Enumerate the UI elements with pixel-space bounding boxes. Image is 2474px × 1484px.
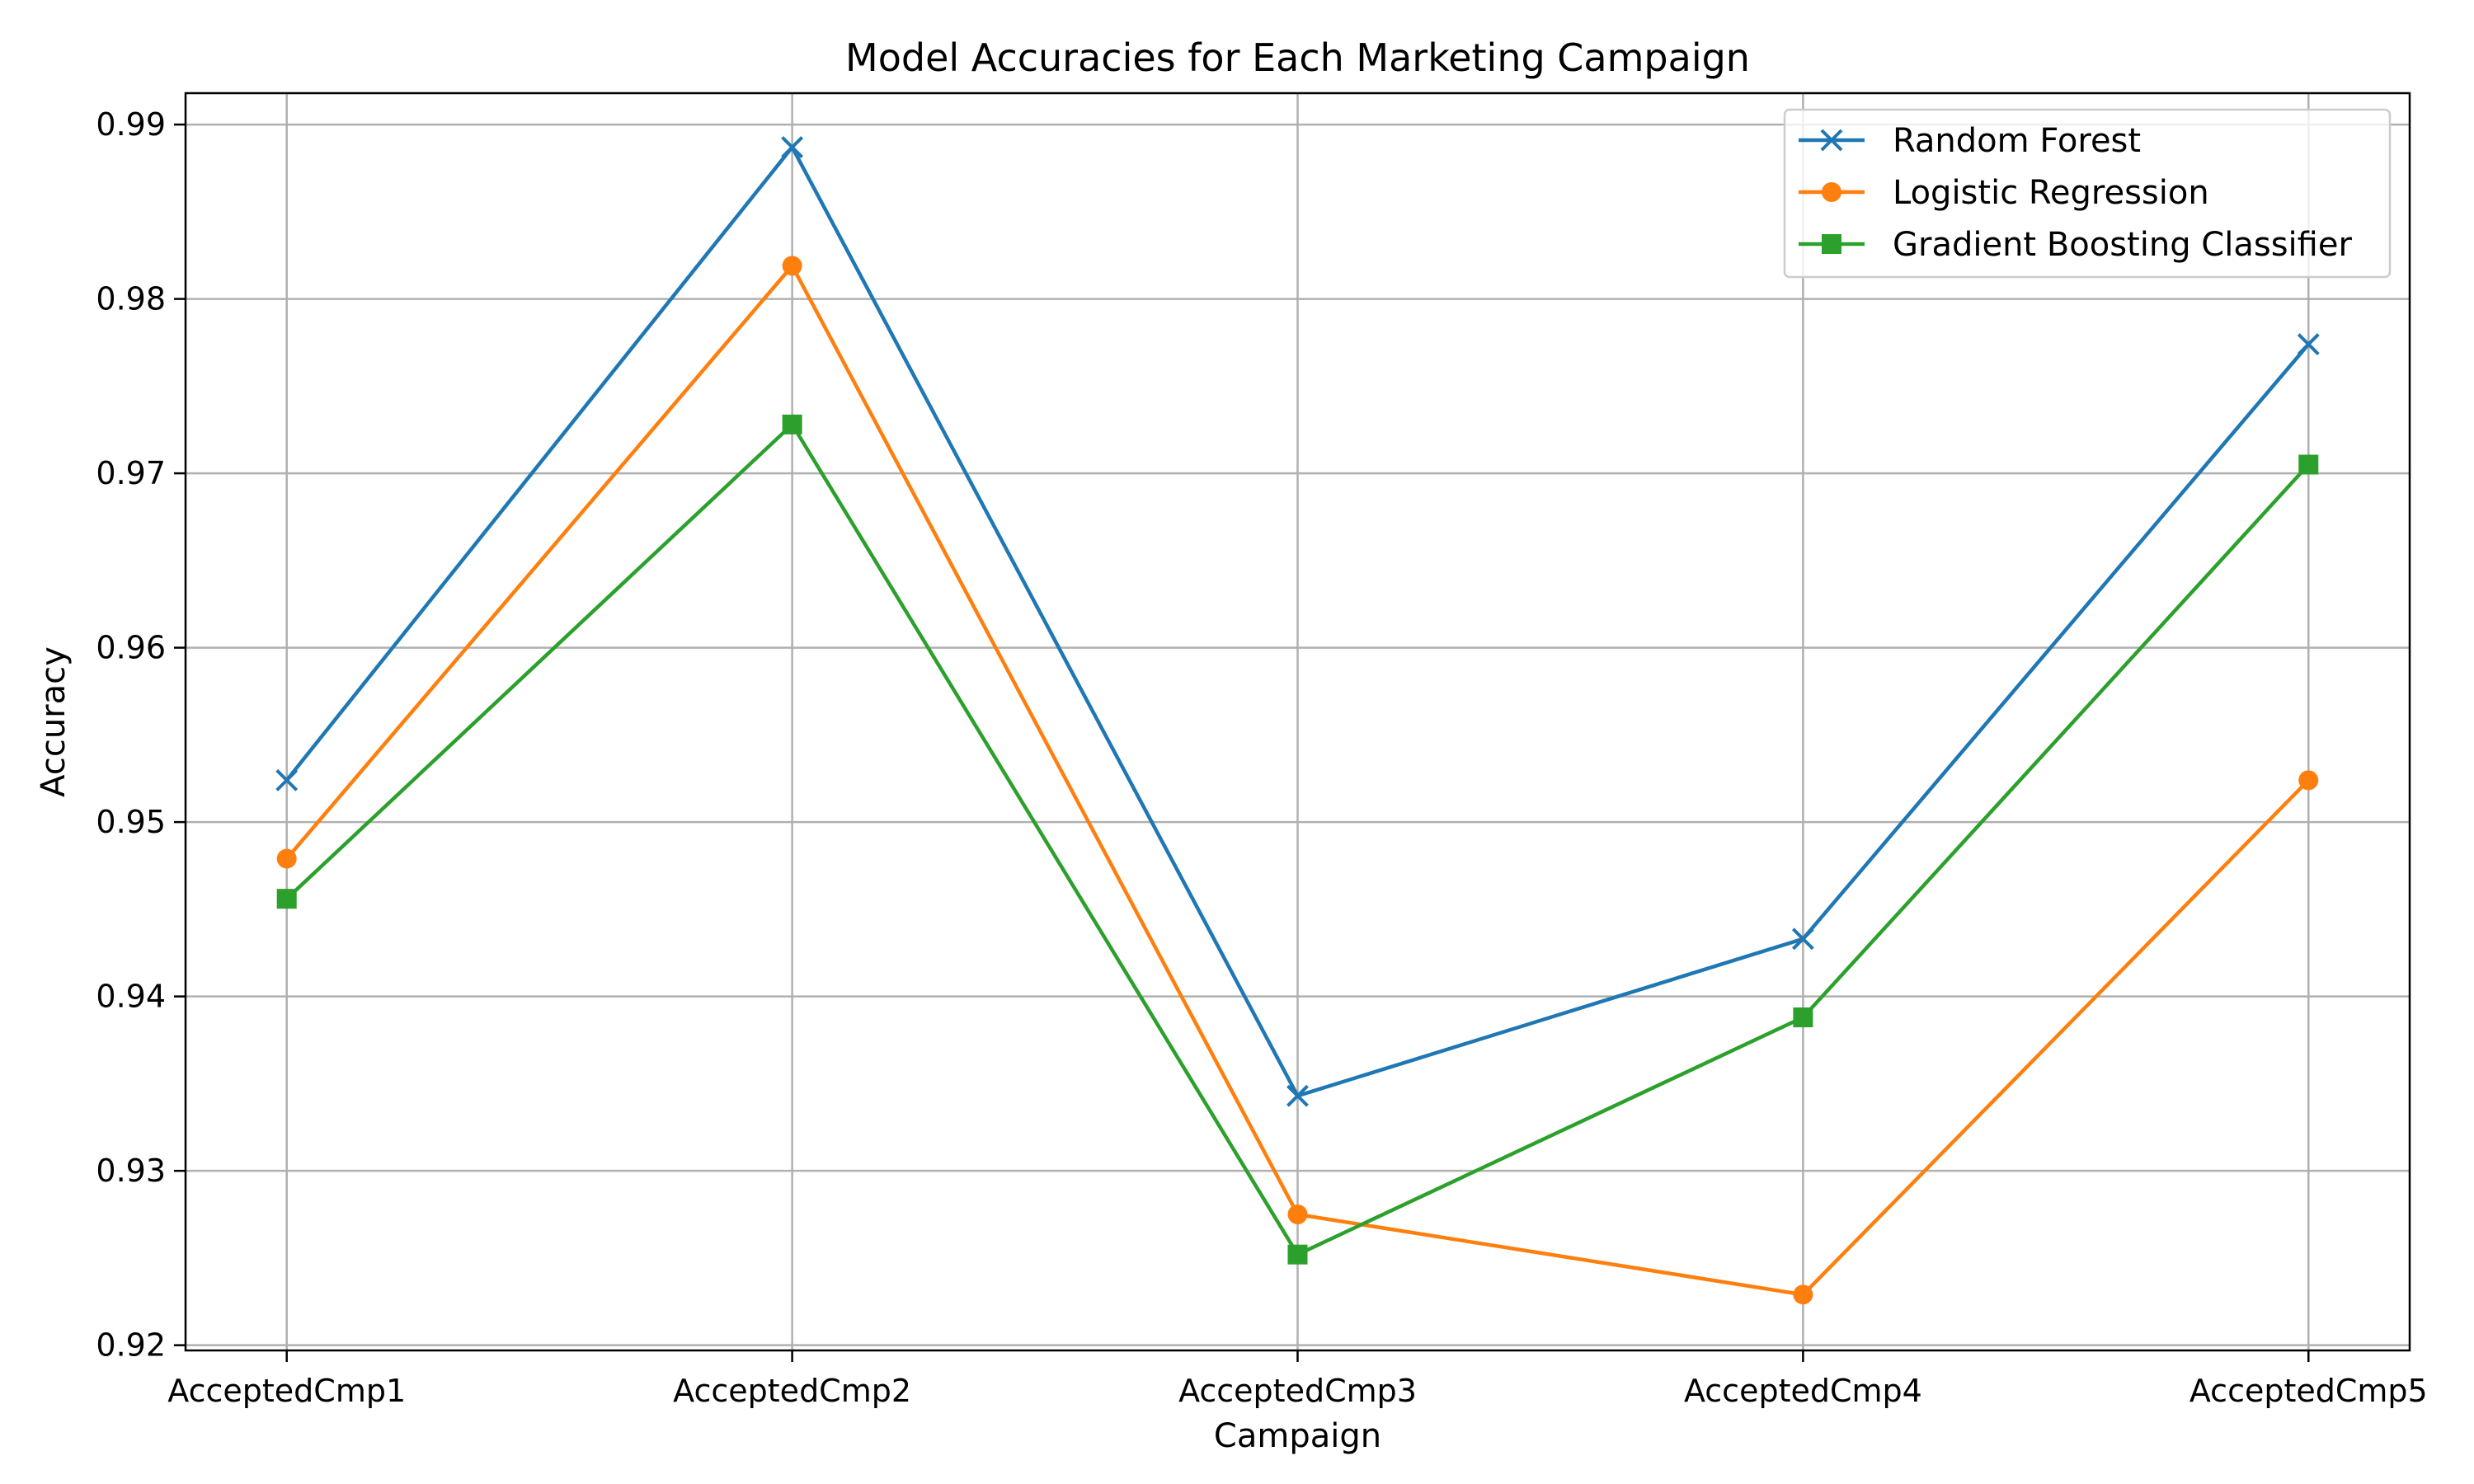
x-tick-label: AcceptedCmp5 <box>2189 1373 2428 1409</box>
legend-box <box>1783 108 2392 279</box>
x-tick-label: AcceptedCmp4 <box>1684 1373 1922 1409</box>
x-tick-label: AcceptedCmp3 <box>1178 1373 1417 1409</box>
legend-label: Logistic Regression <box>1893 174 2209 212</box>
data-point <box>276 889 297 909</box>
legend-label: Gradient Boosting Classifier <box>1893 226 2352 264</box>
x-axis-label: Campaign <box>1214 1417 1381 1455</box>
axis-ticks: AcceptedCmp1 AcceptedCmp2 AcceptedCmp3 Acce… <box>96 106 2427 1409</box>
data-point <box>2298 454 2319 475</box>
grid-lines <box>186 93 2410 1350</box>
data-point <box>782 256 802 276</box>
series-3 <box>276 414 2319 1265</box>
legend-item: Random Forest <box>1799 122 2141 160</box>
legend-label: Random Forest <box>1893 122 2141 160</box>
y-tick-label: 0.98 <box>96 281 166 317</box>
data-point <box>1791 928 1814 951</box>
data-point <box>1286 1084 1309 1107</box>
y-tick-label: 0.99 <box>96 106 166 143</box>
legend-item: Logistic Regression <box>1799 174 2209 212</box>
y-tick-label: 0.93 <box>96 1153 166 1189</box>
data-point <box>1793 1284 1813 1305</box>
series-lines <box>275 136 2320 1305</box>
data-point <box>1793 1007 1813 1028</box>
legend-item: Gradient Boosting Classifier <box>1799 226 2352 264</box>
data-point <box>2297 333 2320 355</box>
legend-marker <box>1822 182 1841 202</box>
data-point <box>276 848 297 869</box>
y-axis-label: Accuracy <box>35 646 73 797</box>
x-tick-label: AcceptedCmp1 <box>167 1373 406 1409</box>
data-point <box>1287 1244 1308 1265</box>
data-point <box>1287 1205 1308 1225</box>
x-tick-label: AcceptedCmp2 <box>673 1373 911 1409</box>
data-point <box>782 414 802 434</box>
y-tick-label: 0.92 <box>96 1327 166 1364</box>
y-tick-label: 0.95 <box>96 804 166 840</box>
data-point <box>275 768 299 791</box>
data-point <box>781 136 804 158</box>
y-tick-label: 0.96 <box>96 630 166 666</box>
data-point <box>2298 770 2319 791</box>
legend: Random Forest Logistic Regression Gradient… <box>1783 108 2392 279</box>
series-1 <box>275 136 2320 1107</box>
chart-title: Model Accuracies for Each Marketing Camp… <box>845 35 1750 80</box>
series-2 <box>276 256 2319 1305</box>
y-tick-label: 0.94 <box>96 979 166 1015</box>
legend-marker <box>1820 129 1843 152</box>
legend-marker <box>1822 234 1841 254</box>
y-tick-label: 0.97 <box>96 455 166 491</box>
